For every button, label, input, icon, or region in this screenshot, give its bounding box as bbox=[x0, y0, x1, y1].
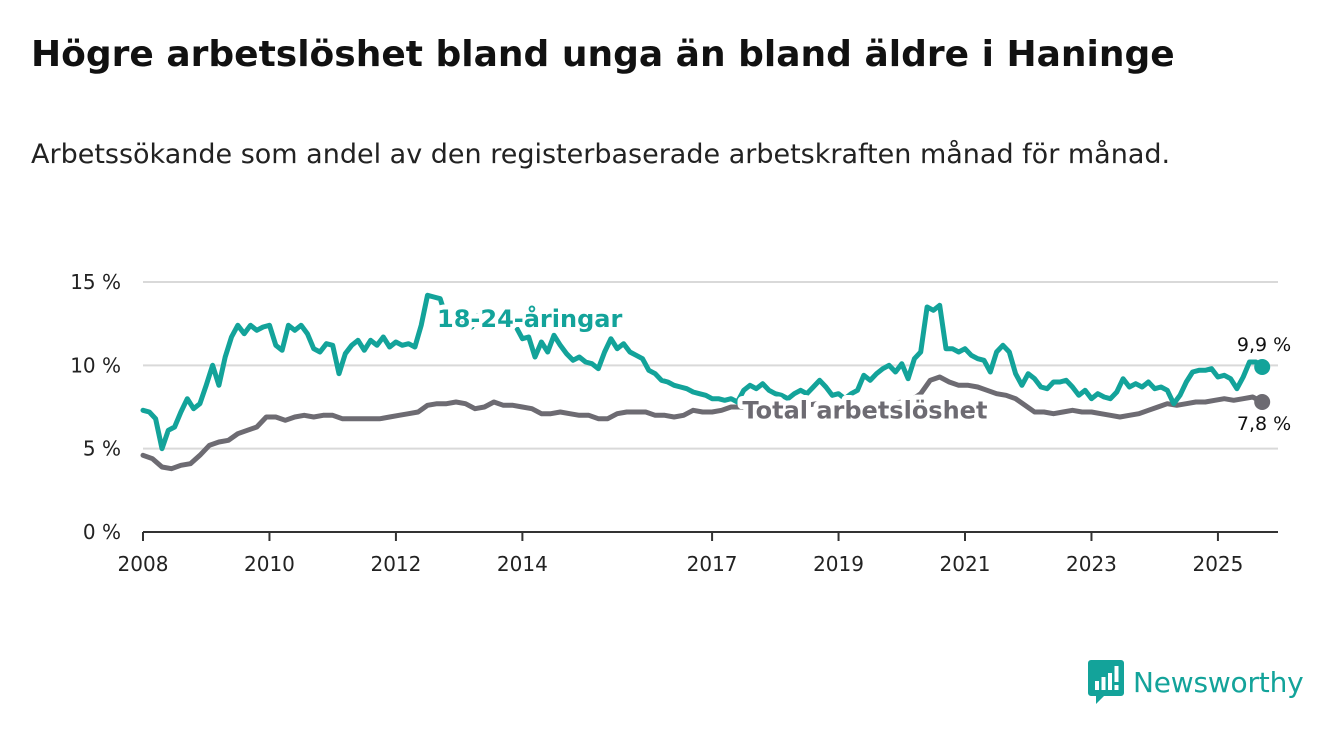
gridlines bbox=[143, 281, 1278, 450]
total-end-point bbox=[1254, 394, 1271, 410]
series-labels: 18-24-åringar Total arbetslöshet 9,9 % 7,8 … bbox=[432, 299, 1291, 435]
youth-unemployment-line bbox=[140, 292, 1265, 452]
line-chart: 0 % 5 % 10 % 15 % 2008 2010 2012 2014 2017 2019 20… bbox=[70, 270, 1291, 576]
youth-series-label: 18-24-åringar bbox=[437, 304, 622, 333]
total-series-label: Total arbetslöshet bbox=[742, 397, 987, 425]
y-tick-label: 5 % bbox=[83, 437, 121, 461]
axes: 0 % 5 % 10 % 15 % 2008 2010 2012 2014 2017 2019 20… bbox=[70, 270, 1278, 576]
brand-name: Newsworthy bbox=[1133, 665, 1304, 699]
y-tick-label: 10 % bbox=[70, 353, 121, 377]
x-tick-label: 2021 bbox=[940, 552, 991, 576]
x-tick-label: 2010 bbox=[244, 552, 295, 576]
series-lines bbox=[140, 292, 1271, 472]
x-tick-label: 2023 bbox=[1066, 552, 1117, 576]
x-tick-label: 2012 bbox=[370, 552, 421, 576]
x-tick-label: 2017 bbox=[687, 552, 738, 576]
y-tick-label: 0 % bbox=[83, 520, 121, 544]
newsworthy-logo-icon bbox=[1088, 660, 1124, 704]
x-tick-label: 2025 bbox=[1192, 552, 1243, 576]
youth-end-label: 9,9 % bbox=[1237, 334, 1291, 356]
chart-subtitle: Arbetssökande som andel av den registerb… bbox=[31, 139, 1171, 170]
newsworthy-logo: Newsworthy bbox=[1088, 660, 1304, 704]
y-tick-label: 15 % bbox=[70, 270, 121, 294]
chart-title: Högre arbetslöshet bland unga än bland ä… bbox=[31, 34, 1175, 75]
total-unemployment-line bbox=[140, 374, 1265, 472]
x-tick-label: 2019 bbox=[813, 552, 864, 576]
total-end-label: 7,8 % bbox=[1237, 413, 1291, 435]
x-tick-label: 2008 bbox=[118, 552, 169, 576]
youth-end-point bbox=[1254, 359, 1271, 375]
x-tick-label: 2014 bbox=[497, 552, 548, 576]
